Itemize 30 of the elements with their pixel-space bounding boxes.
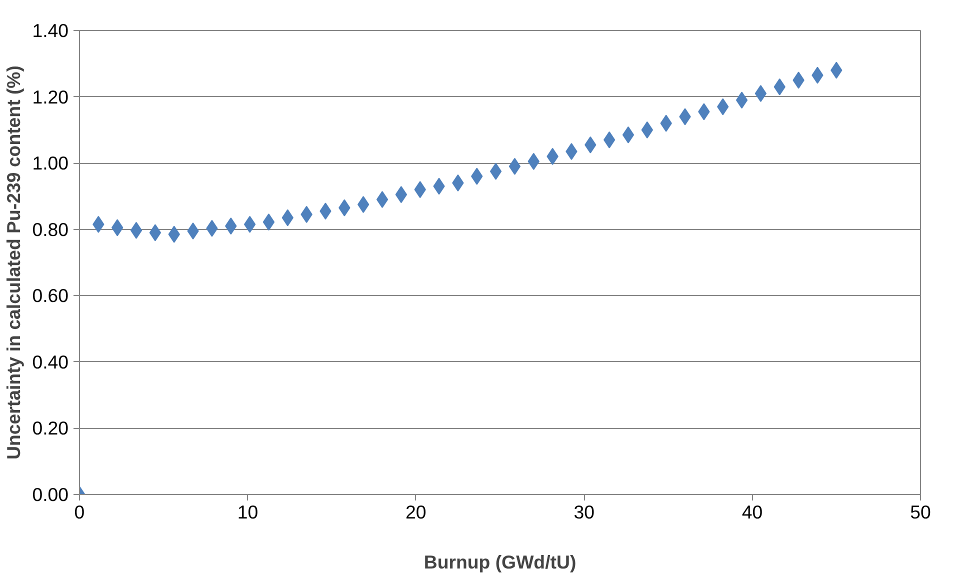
point <box>508 158 521 175</box>
y-tick-label: 1.00 <box>32 152 68 174</box>
x-tick-label: 10 <box>237 502 258 522</box>
y-tick-label: 1.40 <box>32 20 68 41</box>
point <box>622 126 634 144</box>
point <box>376 191 388 208</box>
y-tick-label: 0.00 <box>32 484 68 505</box>
point <box>244 216 256 233</box>
point <box>603 131 616 148</box>
y-tick-label: 0.40 <box>32 351 68 372</box>
y-axis-title: Uncertainty in calculated Pu-239 content (%) <box>3 66 24 460</box>
point <box>395 186 408 204</box>
x-tick-label: 50 <box>910 502 931 522</box>
x-tick-label: 20 <box>406 502 426 522</box>
y-tick-label: 1.20 <box>32 86 68 108</box>
x-tick-label: 0 <box>74 502 85 522</box>
y-tick-label: 0.60 <box>32 285 68 306</box>
point <box>262 214 275 231</box>
point <box>736 92 748 109</box>
point <box>490 162 502 180</box>
point <box>130 222 142 239</box>
y-tick-label: 0.80 <box>32 218 68 240</box>
point <box>641 121 654 138</box>
point <box>149 224 162 242</box>
x-tick-label: 30 <box>574 502 594 522</box>
x-axis-title: Burnup (GWd/tU) <box>424 552 576 572</box>
point <box>754 84 767 102</box>
point <box>358 196 370 213</box>
y-tick-label: 0.20 <box>32 418 68 439</box>
x-tick-label: 40 <box>742 502 763 522</box>
